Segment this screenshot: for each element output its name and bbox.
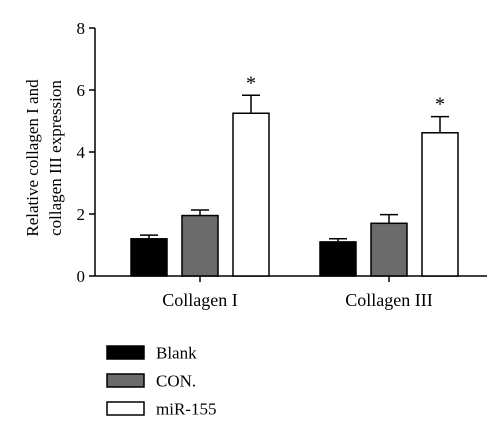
y-axis-label-line-2: collagen III expression — [46, 80, 65, 236]
y-tick-label: 6 — [77, 81, 86, 100]
category-label: Collagen I — [162, 290, 237, 310]
bar-blank — [130, 238, 168, 277]
bar-mir-155 — [232, 112, 270, 277]
legend-swatch — [106, 401, 145, 416]
legend-label: CON. — [156, 372, 196, 391]
significance-mark: * — [246, 72, 256, 94]
y-tick-label: 2 — [77, 205, 86, 224]
y-tick-label: 8 — [77, 19, 86, 38]
significance-mark: * — [435, 94, 445, 116]
y-axis-label-line-1: Relative collagen I and — [23, 79, 42, 237]
bar-con — [370, 222, 408, 277]
y-axis-label: Relative collagen I and collagen III exp… — [23, 79, 65, 237]
y-tick-label: 4 — [77, 143, 86, 162]
bar-blank — [319, 241, 357, 277]
legend-swatch — [106, 345, 145, 360]
category-label: Collagen III — [345, 290, 432, 310]
bars: ** — [130, 72, 459, 277]
legend: Blank CON. miR-155 — [106, 344, 216, 419]
legend-label: Blank — [156, 344, 197, 363]
category-labels: Collagen I Collagen III — [162, 290, 432, 310]
y-tick-label: 0 — [77, 267, 86, 286]
legend-swatch — [106, 373, 145, 388]
bar-con — [181, 214, 219, 277]
bar-mir-155 — [421, 132, 459, 277]
legend-label: miR-155 — [156, 400, 216, 419]
